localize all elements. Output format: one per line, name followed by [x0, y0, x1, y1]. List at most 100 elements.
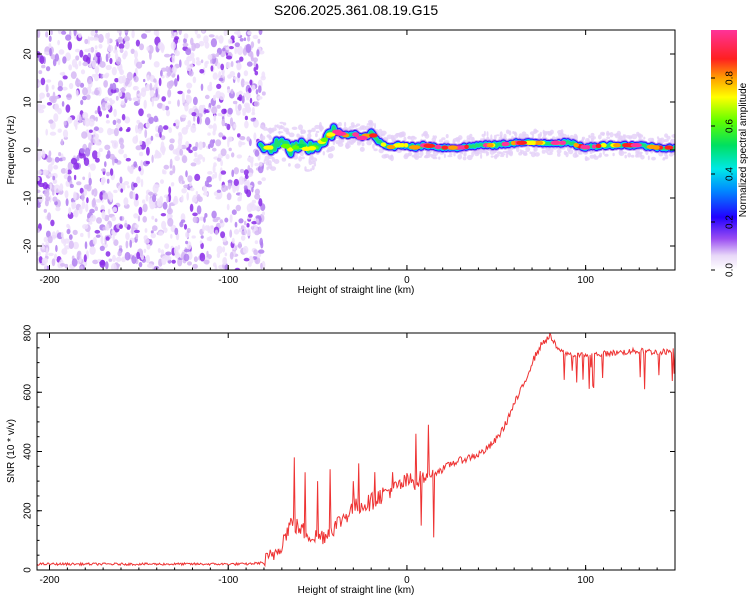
noise-blob	[57, 86, 63, 92]
noise-blob	[64, 190, 69, 199]
halo-blob	[445, 134, 449, 139]
y-tick-label: -20	[23, 238, 34, 253]
noise-blob	[192, 76, 197, 84]
halo-blob	[338, 122, 342, 127]
halo-blob	[274, 124, 278, 128]
noise-blob	[233, 178, 239, 187]
noise-blob	[189, 203, 194, 212]
noise-blob	[145, 138, 150, 147]
halo-blob	[631, 133, 638, 140]
noise-blob	[127, 127, 131, 132]
noise-blob	[241, 231, 245, 235]
ridge-hotspot	[573, 142, 579, 148]
noise-blob	[196, 116, 200, 125]
noise-blob	[76, 155, 80, 162]
noise-blob	[79, 265, 84, 270]
noise-blob	[204, 61, 208, 69]
noise-blob	[172, 149, 179, 155]
halo-blob	[398, 150, 402, 153]
halo-blob	[666, 135, 671, 140]
noise-blob	[119, 176, 123, 184]
halo-blob	[505, 153, 509, 158]
ridge-hotspot	[404, 143, 409, 148]
noise-blob	[144, 129, 148, 139]
ridge-hotspot	[291, 145, 300, 150]
noise-blob	[161, 146, 166, 156]
noise-blob	[92, 150, 98, 160]
noise-blob	[227, 136, 233, 143]
noise-blob	[46, 92, 50, 98]
noise-blob	[112, 119, 117, 125]
noise-blob	[107, 44, 114, 53]
noise-blob	[185, 170, 188, 178]
noise-blob	[51, 258, 56, 267]
noise-blob	[48, 35, 52, 42]
noise-blob	[213, 114, 217, 122]
noise-blob	[193, 115, 196, 122]
halo-blob	[574, 154, 579, 158]
noise-blob	[239, 141, 246, 146]
noise-blob	[183, 37, 187, 44]
noise-blob	[113, 158, 119, 164]
noise-blob	[226, 203, 230, 211]
noise-blob	[240, 168, 244, 174]
noise-blob	[59, 72, 65, 76]
ridge-hotspot	[510, 140, 516, 146]
noise-blob	[60, 232, 64, 238]
noise-blob	[78, 33, 82, 38]
noise-blob	[220, 148, 227, 157]
ridge-hotspot	[263, 145, 273, 150]
noise-blob	[157, 267, 164, 270]
noise-blob	[47, 235, 53, 244]
noise-blob	[224, 217, 229, 223]
noise-blob	[82, 61, 89, 67]
noise-blob	[157, 152, 162, 159]
noise-blob	[82, 87, 88, 96]
noise-blob	[122, 75, 126, 84]
noise-blob	[172, 165, 176, 174]
noise-blob	[254, 205, 261, 211]
noise-blob	[119, 48, 124, 54]
noise-blob	[144, 30, 152, 33]
noise-blob	[53, 164, 59, 170]
noise-blob	[88, 129, 93, 133]
x-tick-label: 0	[404, 575, 410, 586]
y-tick-label: 800	[23, 324, 34, 341]
noise-blob	[67, 116, 73, 124]
noise-blob	[157, 127, 161, 134]
noise-blob	[154, 184, 160, 188]
noise-blob	[227, 179, 233, 184]
noise-blob	[167, 217, 174, 227]
noise-blob	[38, 82, 41, 87]
noise-blob	[142, 216, 147, 223]
noise-blob	[82, 176, 86, 181]
halo-blob	[590, 132, 595, 137]
ridge-hotspot	[595, 143, 602, 149]
noise-blob	[132, 97, 139, 101]
noise-blob	[231, 209, 237, 215]
noise-blob	[75, 79, 81, 87]
noise-blob	[97, 127, 104, 134]
noise-blob	[105, 236, 110, 241]
noise-blob	[224, 122, 228, 127]
noise-blob	[233, 123, 237, 129]
x-tick-label: -200	[40, 275, 60, 286]
noise-blob	[257, 96, 263, 100]
noise-blob	[99, 61, 106, 68]
noise-blob	[225, 55, 233, 60]
noise-blob	[140, 159, 144, 169]
noise-blob	[118, 43, 125, 50]
noise-blob	[198, 40, 205, 47]
noise-blob	[114, 78, 119, 83]
noise-blob	[134, 50, 138, 59]
halo-blob	[496, 134, 500, 137]
noise-blob	[48, 252, 54, 257]
halo-blob	[557, 130, 563, 135]
noise-blob	[38, 256, 43, 264]
noise-blob	[133, 161, 138, 168]
noise-blob	[246, 179, 250, 189]
halo-blob	[359, 146, 365, 152]
noise-blob	[176, 74, 180, 82]
halo-blob	[599, 152, 602, 158]
halo-blob	[304, 166, 307, 172]
